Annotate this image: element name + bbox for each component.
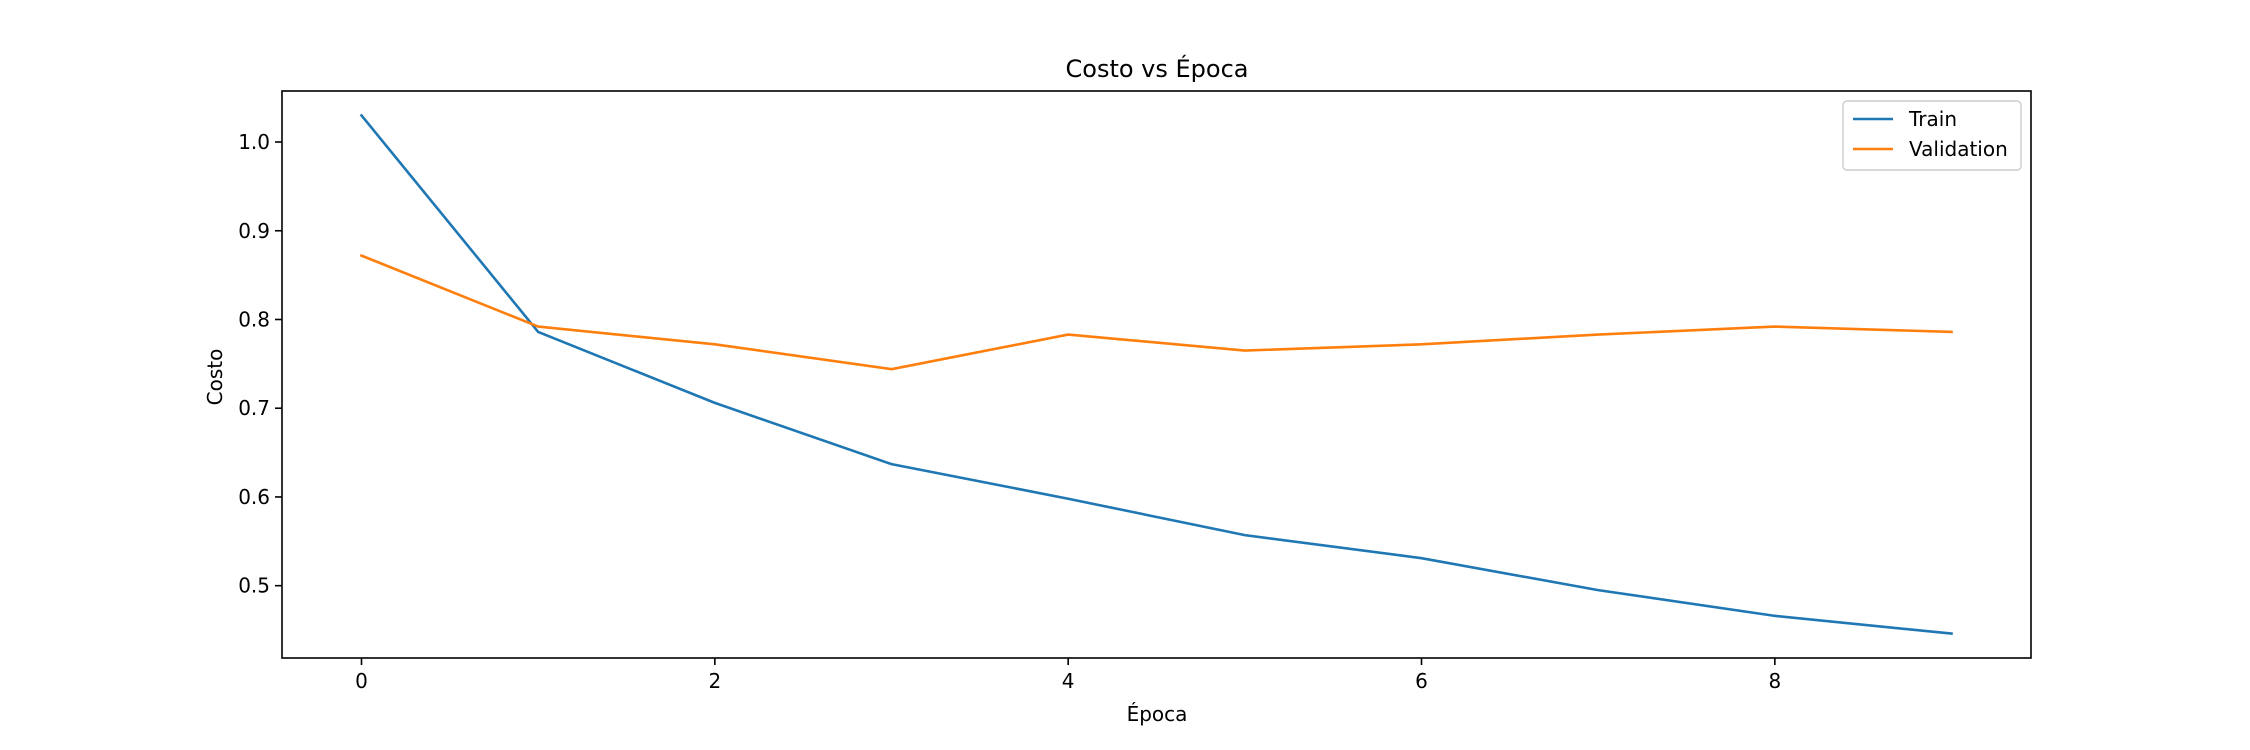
x-tick-label: 0 xyxy=(355,669,368,693)
y-axis-label: Costo xyxy=(203,349,227,406)
legend-label-validation: Validation xyxy=(1909,137,2008,161)
y-axis-ticks: 0.5 0.6 0.7 0.8 0.9 1.0 xyxy=(238,130,282,598)
x-tick-label: 2 xyxy=(708,669,721,693)
x-tick-label: 8 xyxy=(1768,669,1781,693)
series-line-train xyxy=(359,113,1953,636)
y-tick-label: 0.5 xyxy=(238,574,270,598)
x-axis-label: Época xyxy=(1127,702,1188,726)
legend-label-train: Train xyxy=(1908,107,1957,131)
legend: Train Validation xyxy=(1842,100,2022,171)
x-axis-ticks: 0 2 4 6 8 xyxy=(355,658,1781,693)
x-tick-label: 4 xyxy=(1062,669,1075,693)
series-line-validation xyxy=(359,253,1953,371)
y-tick-label: 0.8 xyxy=(238,307,270,331)
y-tick-label: 1.0 xyxy=(238,130,270,154)
y-tick-label: 0.6 xyxy=(238,485,270,509)
plot-frame xyxy=(281,90,2032,659)
y-tick-label: 0.7 xyxy=(238,396,270,420)
chart-title: Costo vs Época xyxy=(1066,54,1249,83)
plot-area xyxy=(281,90,2032,659)
x-tick-label: 6 xyxy=(1415,669,1428,693)
y-tick-label: 0.9 xyxy=(238,219,270,243)
